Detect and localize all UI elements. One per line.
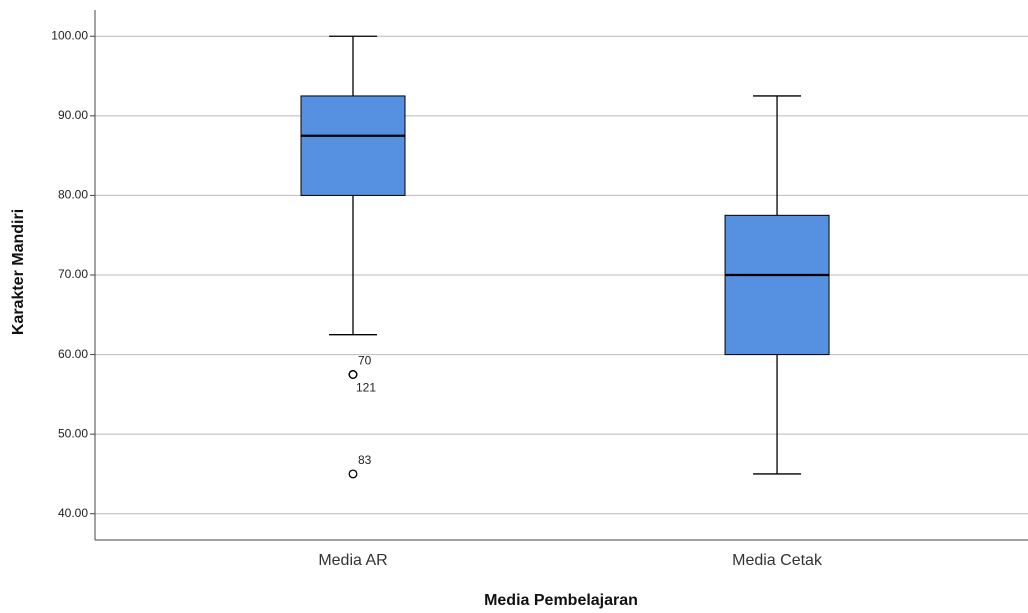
y-tick-label: 40.00 xyxy=(58,506,88,520)
y-axis-title: Karakter Mandiri xyxy=(10,209,27,335)
outlier xyxy=(348,469,358,479)
box xyxy=(724,214,830,356)
y-tick-label: 90.00 xyxy=(58,108,88,122)
y-tick-label: 70.00 xyxy=(58,267,88,281)
x-tick-label: Media Cetak xyxy=(732,552,823,569)
y-tick-label: 60.00 xyxy=(58,347,88,361)
outlier-label: 83 xyxy=(358,453,372,467)
x-axis-title: Media Pembelajaran xyxy=(484,592,638,609)
x-tick-label: Media AR xyxy=(318,552,387,569)
outlier-label: 70 xyxy=(358,354,372,368)
y-tick-label: 80.00 xyxy=(58,188,88,202)
outlier xyxy=(348,370,358,379)
outlier-label: 121 xyxy=(356,381,376,395)
y-tick-label: 100.00 xyxy=(51,28,88,42)
box xyxy=(300,95,406,196)
y-tick-label: 50.00 xyxy=(58,426,88,440)
